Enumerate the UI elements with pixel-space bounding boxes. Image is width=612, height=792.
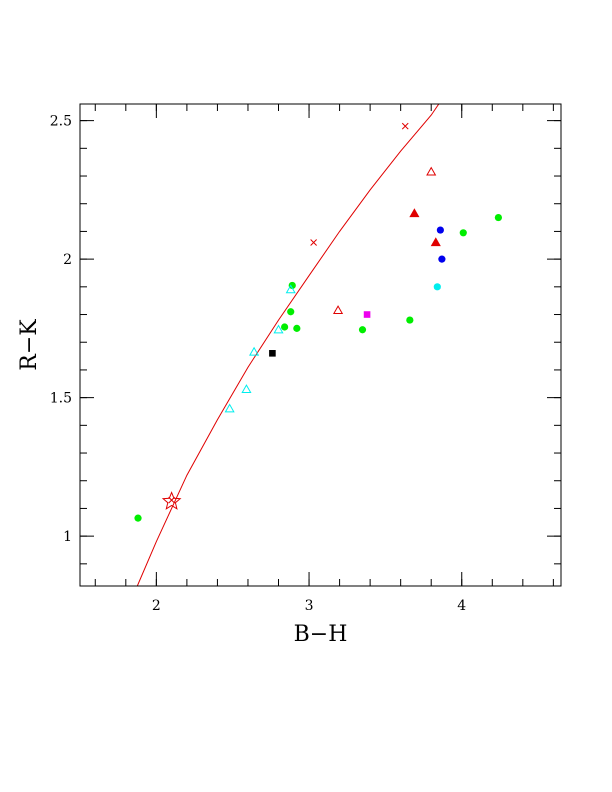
data-point-triangle-filled [430, 237, 441, 247]
y-tick-label: 2.5 [50, 114, 72, 130]
data-point-circle [134, 514, 142, 522]
y-tick-label: 1.5 [50, 391, 72, 407]
plot-frame [79, 103, 562, 587]
minor-ticks [80, 104, 561, 586]
data-points [134, 166, 502, 522]
data-point-triangle-filled [409, 208, 420, 218]
data-point-circle [287, 308, 295, 316]
data-point-circle [281, 323, 289, 331]
curve-x-marker [401, 122, 409, 130]
star-marker [161, 491, 182, 510]
curve-x-marker [310, 239, 317, 246]
model-curve-line [136, 104, 440, 586]
data-point-circle [358, 326, 367, 334]
data-point-circle [436, 226, 444, 234]
x-tick-label: 2 [152, 598, 161, 614]
major-ticks [80, 104, 561, 586]
data-point-triangle-open [241, 384, 252, 393]
y-tick-label: 2 [63, 252, 72, 268]
x-tick-label: 4 [457, 598, 466, 614]
data-point-triangle-open [249, 346, 260, 356]
model-curve [136, 104, 440, 586]
data-point-triangle-open [426, 166, 437, 176]
data-point-square [269, 350, 276, 357]
data-point-square [363, 311, 371, 318]
data-point-circle [293, 324, 301, 332]
y-tick-label: 1 [63, 529, 72, 545]
curve-x-stroke [401, 122, 409, 130]
x-tick-label: 3 [305, 598, 314, 614]
y-axis-title: R−K [17, 319, 42, 371]
data-point-circle [288, 281, 296, 290]
curve-x-stroke [310, 239, 317, 246]
data-point-circle [494, 213, 502, 222]
data-point-triangle-open [285, 284, 296, 294]
data-point-triangle-open [273, 324, 284, 334]
data-point-circle [406, 316, 414, 324]
data-point-circle [459, 229, 467, 237]
data-point-circle [433, 283, 441, 291]
data-point-triangle-open [332, 305, 344, 315]
data-point-triangle-open [224, 403, 235, 413]
data-point-circle [438, 255, 446, 263]
tick-labels: 2 3 4 1 1.5 2 2.5 [50, 114, 467, 614]
x-axis-title: B−H [294, 622, 348, 647]
